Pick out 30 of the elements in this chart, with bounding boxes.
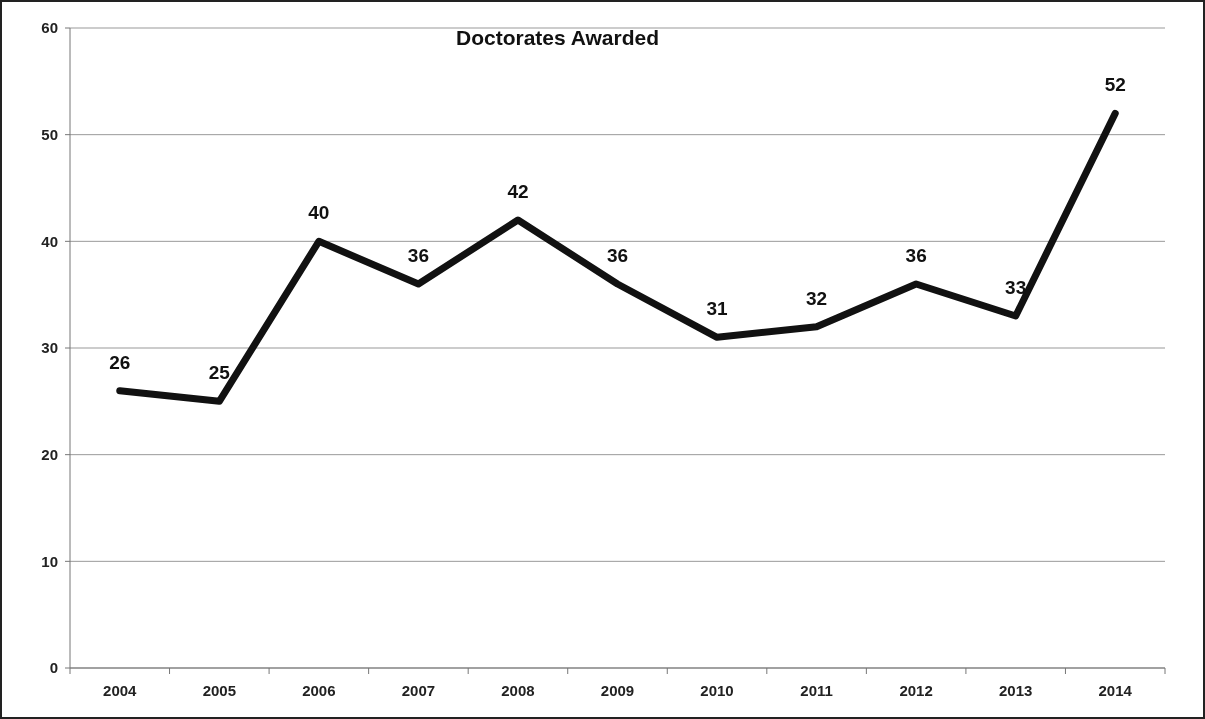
- data-label: 42: [507, 181, 529, 202]
- y-tick-label: 0: [49, 659, 58, 677]
- data-label: 32: [806, 287, 828, 309]
- y-tick-label: 20: [41, 445, 58, 463]
- data-label: 25: [208, 362, 231, 384]
- data-label: 36: [407, 245, 429, 266]
- x-tick-label: 2006: [302, 682, 336, 699]
- y-tick-label: 40: [41, 232, 58, 250]
- x-tick-label: 2013: [998, 682, 1033, 699]
- y-tick-label: 30: [41, 339, 58, 357]
- data-label: 26: [109, 351, 131, 373]
- x-tick-label: 2004: [103, 682, 138, 699]
- data-label: 36: [606, 245, 629, 266]
- data-label: 36: [905, 245, 927, 266]
- data-label: 52: [1104, 74, 1126, 96]
- data-label: 40: [308, 202, 330, 224]
- x-tick-label: 2007: [401, 682, 436, 699]
- chart-title: Doctorates Awarded: [455, 26, 660, 50]
- y-tick-label: 60: [41, 19, 58, 37]
- x-tick-label: 2005: [202, 682, 237, 699]
- data-label: 33: [1005, 277, 1027, 298]
- x-tick-label: 2010: [700, 682, 734, 699]
- x-tick-label: 2012: [899, 682, 933, 699]
- y-tick-label: 50: [41, 125, 58, 143]
- y-tick-label: 10: [41, 552, 58, 570]
- x-tick-label: 2009: [600, 682, 635, 699]
- x-tick-label: 2011: [800, 682, 833, 699]
- x-tick-label: 2014: [1098, 682, 1133, 699]
- data-label: 31: [706, 298, 729, 320]
- x-tick-label: 2008: [501, 682, 535, 699]
